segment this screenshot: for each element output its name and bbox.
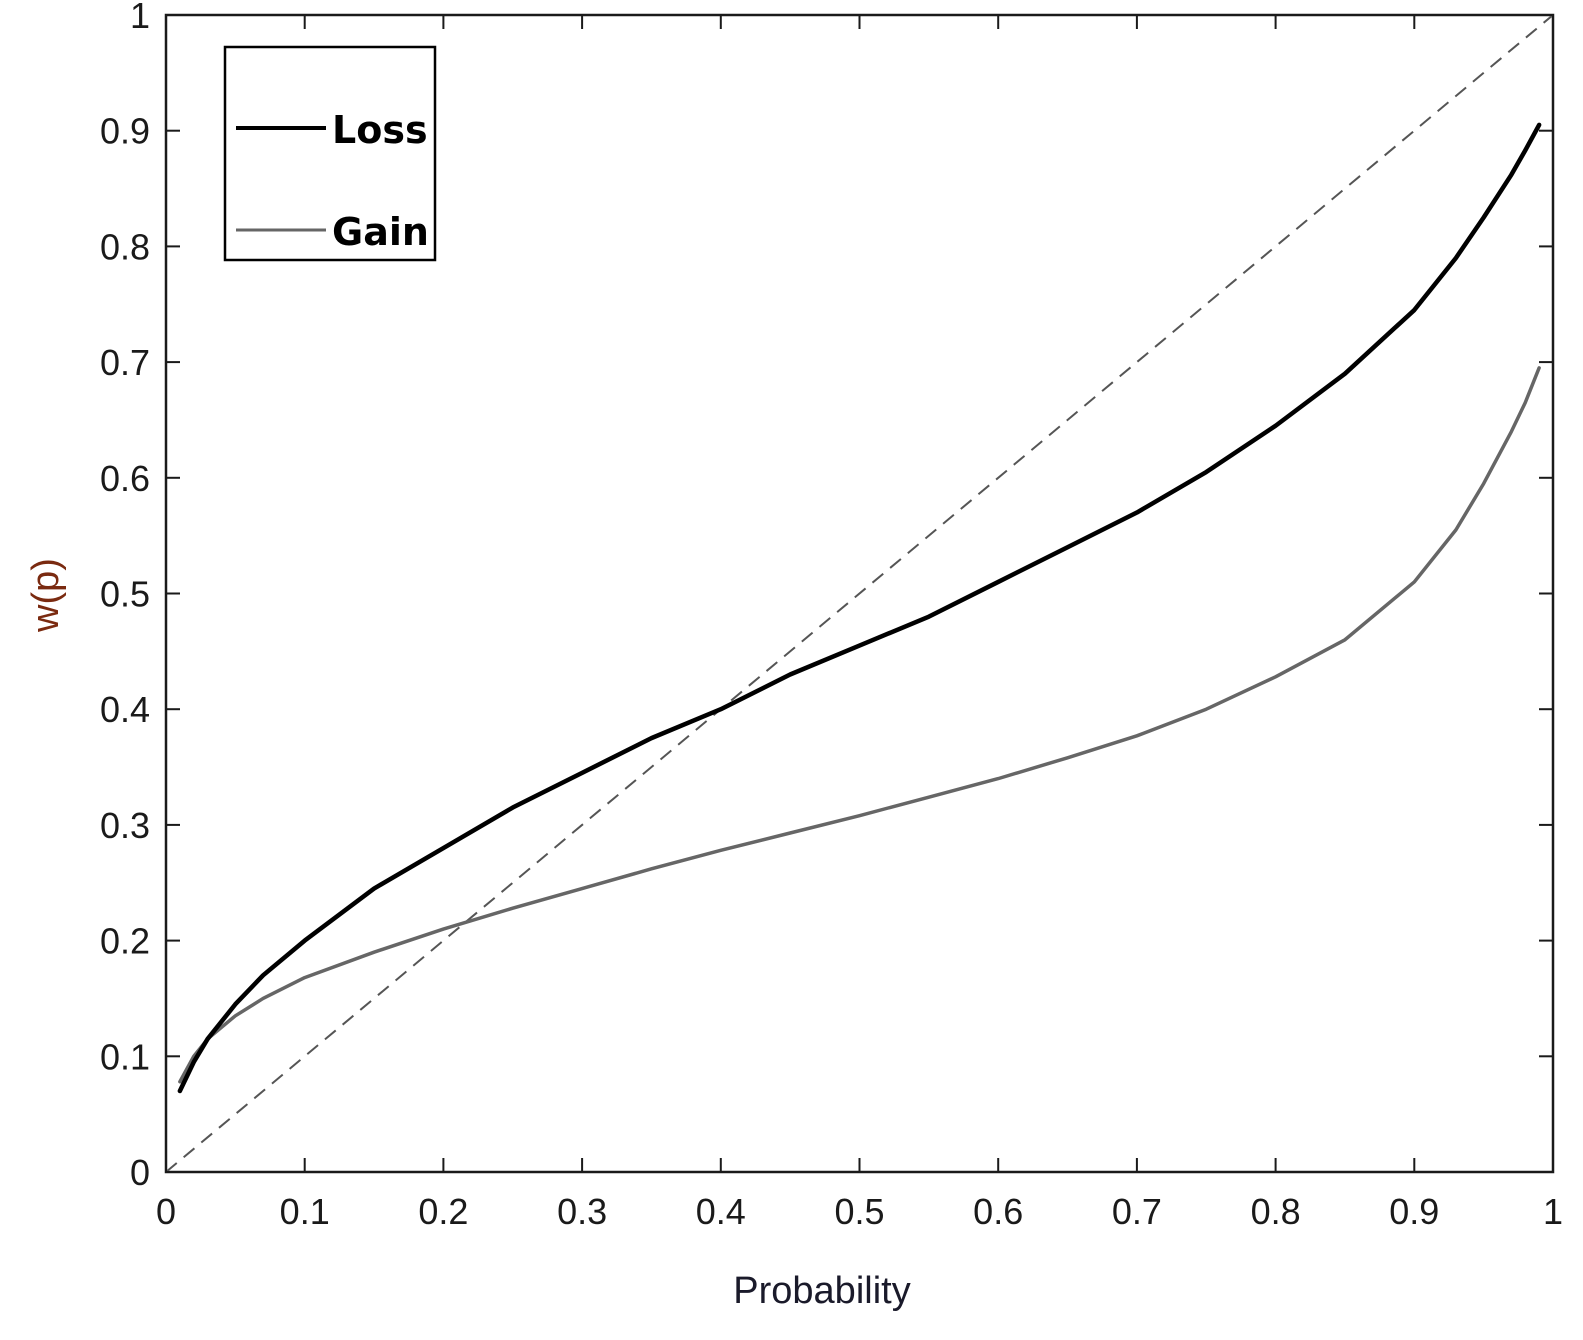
y-tick-label: 0.5 <box>100 574 150 615</box>
x-tick-label: 0.3 <box>557 1191 607 1232</box>
x-tick-label: 0.5 <box>834 1191 884 1232</box>
reference-diagonal-line <box>165 14 1554 1173</box>
y-tick-label: 0.4 <box>100 689 150 730</box>
series-line-loss <box>177 122 1542 1094</box>
x-tick-label: 0.1 <box>280 1191 330 1232</box>
y-tick-label: 0.9 <box>100 111 150 152</box>
y-tick-label: 0.1 <box>100 1036 150 1077</box>
y-tick-label: 0.7 <box>100 342 150 383</box>
y-tick-label: 0.3 <box>100 805 150 846</box>
legend-label-loss: Loss <box>332 108 428 152</box>
y-tick-label: 0.2 <box>100 921 150 962</box>
x-axis-ticks: 0 0.1 0.2 0.3 0.4 0.5 0.6 0.7 0.8 0.9 1 <box>156 15 1563 1232</box>
x-tick-label: 0.7 <box>1112 1191 1162 1232</box>
legend-label-gain: Gain <box>332 210 429 254</box>
x-tick-label: 0.9 <box>1389 1191 1439 1232</box>
y-axis-ticks: 0 0.1 0.2 0.3 0.4 0.5 0.6 0.7 0.8 0.9 1 <box>100 0 1553 1193</box>
y-tick-label: 0.6 <box>100 458 150 499</box>
x-axis-label: Probability <box>733 1270 910 1312</box>
x-tick-label: 0.4 <box>696 1191 746 1232</box>
y-tick-label: 0.8 <box>100 226 150 267</box>
x-tick-label: 0.8 <box>1251 1191 1301 1232</box>
x-tick-label: 0 <box>156 1191 176 1232</box>
y-tick-label: 0 <box>130 1152 150 1193</box>
x-tick-label: 1 <box>1543 1191 1563 1232</box>
x-tick-label: 0.2 <box>418 1191 468 1232</box>
legend: Loss Gain <box>223 45 437 262</box>
x-tick-label: 0.6 <box>973 1191 1023 1232</box>
y-tick-label: 1 <box>130 0 150 36</box>
legend-box <box>223 45 437 262</box>
series-line-gain <box>178 366 1541 1084</box>
y-axis-label: w(p) <box>25 558 67 633</box>
